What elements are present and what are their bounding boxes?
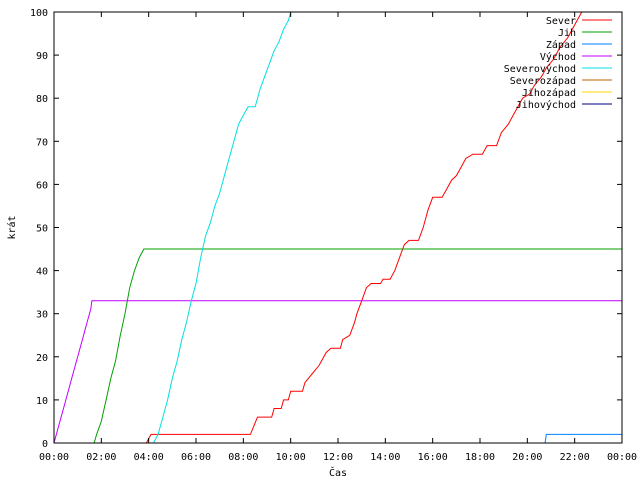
y-tick-label: 70 [36,137,48,148]
y-tick-label: 30 [36,310,48,321]
y-tick-label: 20 [36,353,48,364]
legend-label-vychod: Východ [540,51,576,63]
x-tick-label: 02:00 [86,452,116,463]
legend-label-severovychod: Severovýchod [504,63,576,75]
legend: SeverJihZápadVýchodSeverovýchodSeverozáp… [504,16,612,111]
y-tick-label: 40 [36,267,48,278]
x-tick-label: 14:00 [370,452,400,463]
series-line-jih [54,248,622,444]
x-tick-label: 20:00 [512,452,542,463]
x-tick-label: 12:00 [323,452,353,463]
tick-layer: 00:00 02:00 04:00 06:00 08:00 10:00 12:00 14:00… [30,8,637,463]
legend-label-zapad: Západ [546,39,576,51]
legend-label-jihovychod: Jihovýchod [516,99,576,111]
y-tick-label: 60 [36,180,48,191]
legend-label-jihozapad: Jihozápad [522,87,576,99]
x-axis-label: Čas [329,466,347,479]
x-tick-label: 16:00 [418,452,448,463]
series-line-vychod [53,300,622,444]
x-tick-label: 00:00 [607,452,637,463]
legend-label-jih: Jih [558,28,576,39]
y-tick-label: 10 [36,396,48,407]
y-tick-label: 0 [42,439,48,450]
x-tick-label: 04:00 [134,452,164,463]
y-tick-label: 100 [30,8,48,19]
x-tick-label: 06:00 [181,452,211,463]
x-tick-label: 08:00 [228,452,258,463]
legend-label-severozapad: Severozápad [510,75,576,87]
legend-label-sever: Sever [546,16,576,27]
series-line-sever [54,11,583,444]
y-axis-label: krát [6,215,18,239]
y-tick-label: 80 [36,94,48,105]
series-line-severovychod [54,11,292,444]
y-tick-label: 50 [36,224,48,235]
y-tick-label: 90 [36,51,48,62]
x-tick-label: 18:00 [465,452,495,463]
x-tick-label: 22:00 [560,452,590,463]
x-tick-label: 00:00 [39,452,69,463]
x-tick-label: 10:00 [276,452,306,463]
